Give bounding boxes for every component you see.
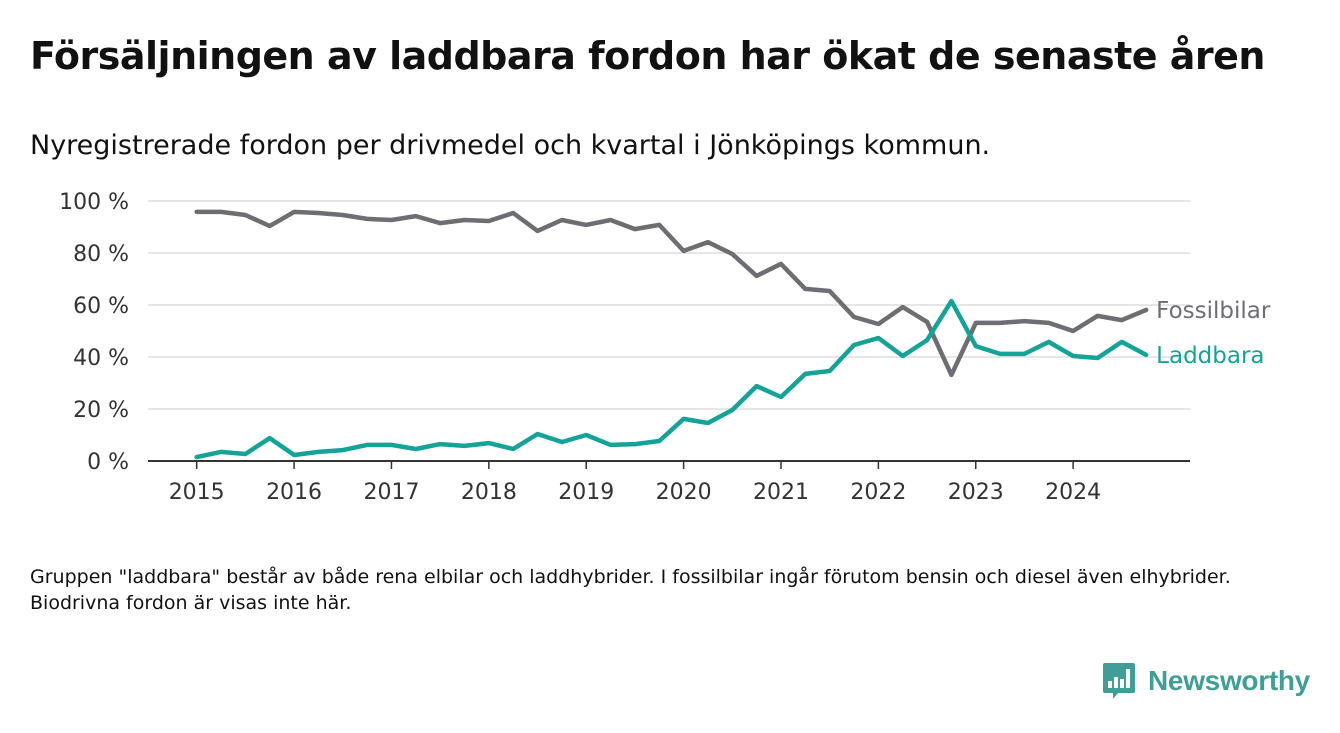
x-tick-label: 2018 xyxy=(461,480,517,505)
x-tick-label: 2024 xyxy=(1045,480,1101,505)
y-tick-label: 20 % xyxy=(73,398,129,423)
x-tick-label: 2015 xyxy=(169,480,225,505)
x-tick-label: 2023 xyxy=(948,480,1004,505)
chart-title: Försäljningen av laddbara fordon har öka… xyxy=(30,34,1265,78)
chart-subtitle: Nyregistrerade fordon per drivmedel och … xyxy=(30,130,991,161)
series-labels: Fossilbilar Laddbara xyxy=(1156,298,1271,369)
brand-logo: Newsworthy xyxy=(1102,662,1310,700)
y-tick-label: 40 % xyxy=(73,346,129,371)
series-label-laddbara: Laddbara xyxy=(1156,343,1264,369)
x-tick-label: 2017 xyxy=(363,480,419,505)
x-tick-label: 2019 xyxy=(558,480,614,505)
y-tick-label: 100 % xyxy=(59,190,129,215)
series-label-fossilbilar: Fossilbilar xyxy=(1156,298,1271,324)
bar-chart-speech-bubble-icon xyxy=(1103,663,1135,699)
y-tick-label: 80 % xyxy=(73,242,129,267)
series-line-fossilbilar xyxy=(194,209,1149,378)
x-tick-label: 2021 xyxy=(753,480,809,505)
series-lines xyxy=(194,209,1149,460)
y-tick-label: 60 % xyxy=(73,294,129,319)
footnote: Gruppen "laddbara" består av både rena e… xyxy=(30,566,1231,614)
x-tick-label: 2016 xyxy=(266,480,322,505)
y-tick-label: 0 % xyxy=(87,450,129,475)
series-line-laddbara xyxy=(194,298,1149,460)
x-tick-label: 2020 xyxy=(656,480,712,505)
grid-lines xyxy=(148,200,1190,410)
brand-name: Newsworthy xyxy=(1148,665,1310,696)
x-tick-label: 2022 xyxy=(850,480,906,505)
axes: 0 % 20 % 40 % 60 % 80 % 100 % 2015 2016 2017 2018… xyxy=(59,190,1190,505)
